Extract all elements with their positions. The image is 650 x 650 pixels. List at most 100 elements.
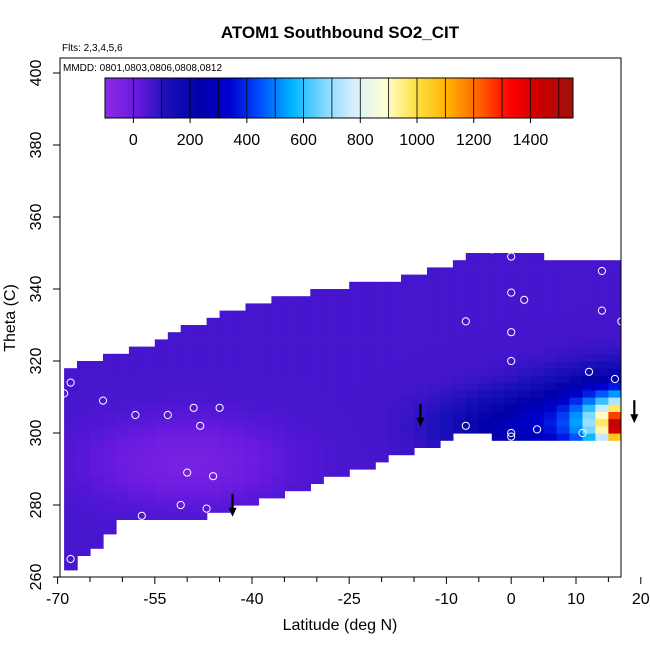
heat-cell <box>232 339 247 348</box>
heat-cell <box>103 447 117 456</box>
colorbar-swatch <box>172 78 176 118</box>
heat-cell <box>504 289 519 297</box>
heat-cell <box>284 332 298 340</box>
heat-cell <box>103 418 117 427</box>
heat-cell <box>517 397 532 405</box>
heat-cell <box>180 454 195 463</box>
heat-cell <box>245 461 260 470</box>
dates-note: MMDD: 0801,0803,0806,0808,0812 <box>63 63 222 74</box>
heat-cell <box>569 317 584 326</box>
heat-cell <box>427 404 441 412</box>
colorbar-swatch <box>113 78 118 118</box>
colorbar-swatch <box>318 78 322 118</box>
sample-point <box>202 504 211 513</box>
heat-cell <box>271 461 285 470</box>
heat-cell <box>388 425 402 434</box>
heat-cell <box>77 447 91 456</box>
heat-cell <box>569 382 584 391</box>
heat-cell <box>414 274 428 283</box>
colorbar-swatch <box>236 78 241 118</box>
heat-cell <box>180 375 195 384</box>
heat-cell <box>336 375 350 384</box>
heat-cell <box>608 397 621 405</box>
heat-cell <box>167 353 182 362</box>
heat-cell <box>556 389 571 398</box>
heat-cell <box>141 433 156 441</box>
colorbar-swatch <box>564 78 568 118</box>
heat-cell <box>465 253 480 261</box>
heat-cell <box>271 332 285 340</box>
colorbar-swatch <box>458 78 463 118</box>
heat-cell <box>595 361 609 369</box>
heat-cell <box>517 281 532 290</box>
heat-cell <box>232 382 247 391</box>
heat-cell <box>128 425 143 434</box>
heat-cell <box>258 317 273 326</box>
heat-cell <box>219 454 234 463</box>
heat-cell <box>401 433 415 441</box>
colorbar-swatch <box>283 78 287 118</box>
heat-cell <box>504 418 519 427</box>
heat-cell <box>193 397 208 405</box>
heat-cell <box>128 440 143 448</box>
heat-cell <box>90 433 104 441</box>
heat-cell <box>232 389 247 398</box>
heat-cell <box>621 426 635 434</box>
sample-point <box>487 245 496 254</box>
heat-cell <box>284 303 298 312</box>
heat-cell <box>556 418 571 427</box>
heat-cell <box>427 296 441 304</box>
heat-cell <box>77 461 91 470</box>
heat-cell <box>388 382 402 391</box>
heat-cell <box>465 353 480 362</box>
heat-cell <box>517 368 532 376</box>
heat-cell <box>556 281 571 290</box>
heat-cell <box>439 296 454 304</box>
heat-cell <box>569 296 584 304</box>
colorbar-swatch <box>444 78 448 118</box>
colorbar-swatch <box>540 78 545 118</box>
heat-cell <box>64 404 78 412</box>
heat-cell <box>271 303 285 312</box>
colorbar-swatch <box>520 78 524 118</box>
sample-point <box>66 378 75 387</box>
heat-cell <box>141 454 156 463</box>
heat-cell <box>167 361 182 369</box>
heat-cell <box>530 339 545 348</box>
heat-cell <box>543 375 558 384</box>
heat-cell <box>349 368 363 376</box>
colorbar-swatch <box>107 78 112 118</box>
heat-cell <box>90 526 104 535</box>
colorbar-swatch <box>359 78 363 118</box>
heat-cell <box>336 469 350 477</box>
heat-cell <box>362 440 376 448</box>
heat-cell <box>362 382 376 391</box>
sample-point <box>163 410 172 420</box>
heat-cell <box>401 317 415 326</box>
heat-cell <box>452 346 467 355</box>
heat-cell <box>103 404 117 412</box>
heat-cell <box>491 253 506 261</box>
heat-cell <box>401 339 415 348</box>
heat-cell <box>349 461 363 470</box>
heat-cell <box>103 382 117 391</box>
heat-cell <box>206 490 221 499</box>
heat-cell <box>103 490 117 499</box>
colorbar-swatch <box>479 78 483 118</box>
heat-cell <box>362 310 376 319</box>
heat-cell <box>401 346 415 355</box>
heat-cell <box>388 440 402 448</box>
heat-cell <box>336 289 350 297</box>
heat-cell <box>64 483 78 492</box>
heat-cell <box>530 389 545 398</box>
heat-cell <box>206 353 221 362</box>
colorbar-swatch <box>251 78 255 118</box>
heat-cell <box>206 325 221 333</box>
heat-cell <box>336 447 350 456</box>
heat-cell <box>465 310 480 319</box>
heat-cell <box>297 339 311 348</box>
heat-cell <box>414 440 428 448</box>
heat-cell <box>465 274 480 283</box>
heat-cell <box>439 397 454 405</box>
heat-cell <box>284 353 298 362</box>
